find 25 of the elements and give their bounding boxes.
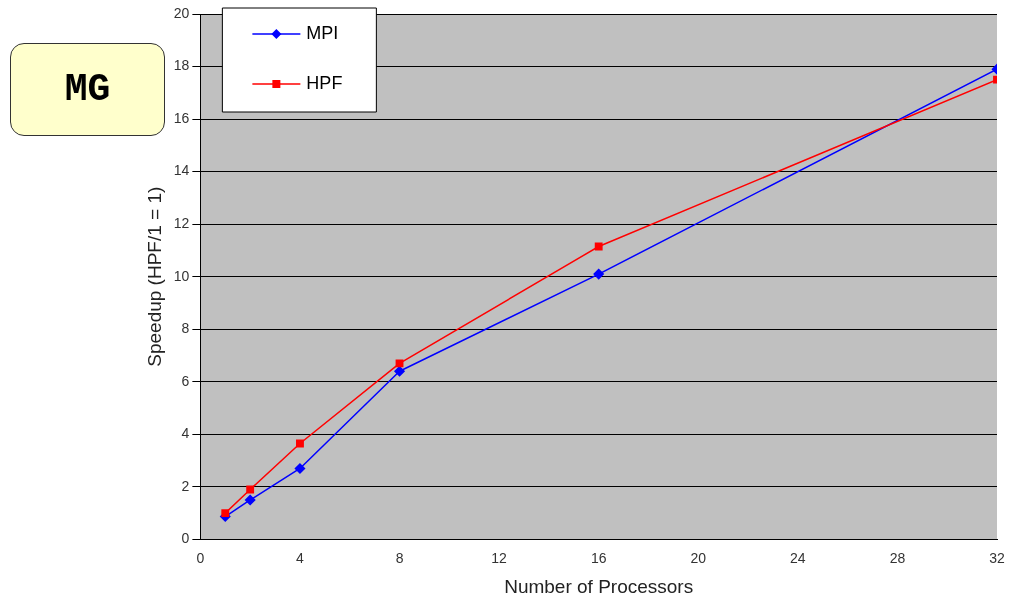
y-tick-label: 20 [173,4,190,21]
legend-label: HPF [306,72,343,93]
x-tick-label: 28 [889,549,906,566]
y-tick-label: 10 [173,267,190,284]
x-tick-label: 0 [196,549,205,566]
text: MG [10,43,165,136]
x-tick-label: 12 [491,549,508,566]
x-tick-label: 8 [395,549,404,566]
x-axis-title: Number of Processors [504,575,694,597]
x-tick-label: 4 [296,549,305,566]
y-tick-label: 2 [181,477,190,494]
y-tick-label: 4 [181,425,190,442]
y-tick-label: 8 [181,320,190,337]
y-tick-label: 6 [181,372,190,389]
legend-label: MPI [306,22,339,43]
y-tick-label: 18 [173,57,190,74]
x-tick-label: 32 [989,549,1005,566]
x-tick-label: 16 [590,549,607,566]
y-tick-label: 16 [173,109,190,126]
y-tick-label: 0 [181,530,190,547]
x-tick-label: 20 [690,549,707,566]
y-axis-title: Speedup (HPF/1 = 1) [143,186,165,367]
y-tick-label: 12 [173,215,190,232]
x-tick-label: 24 [790,549,806,566]
y-tick-label: 14 [173,162,190,179]
